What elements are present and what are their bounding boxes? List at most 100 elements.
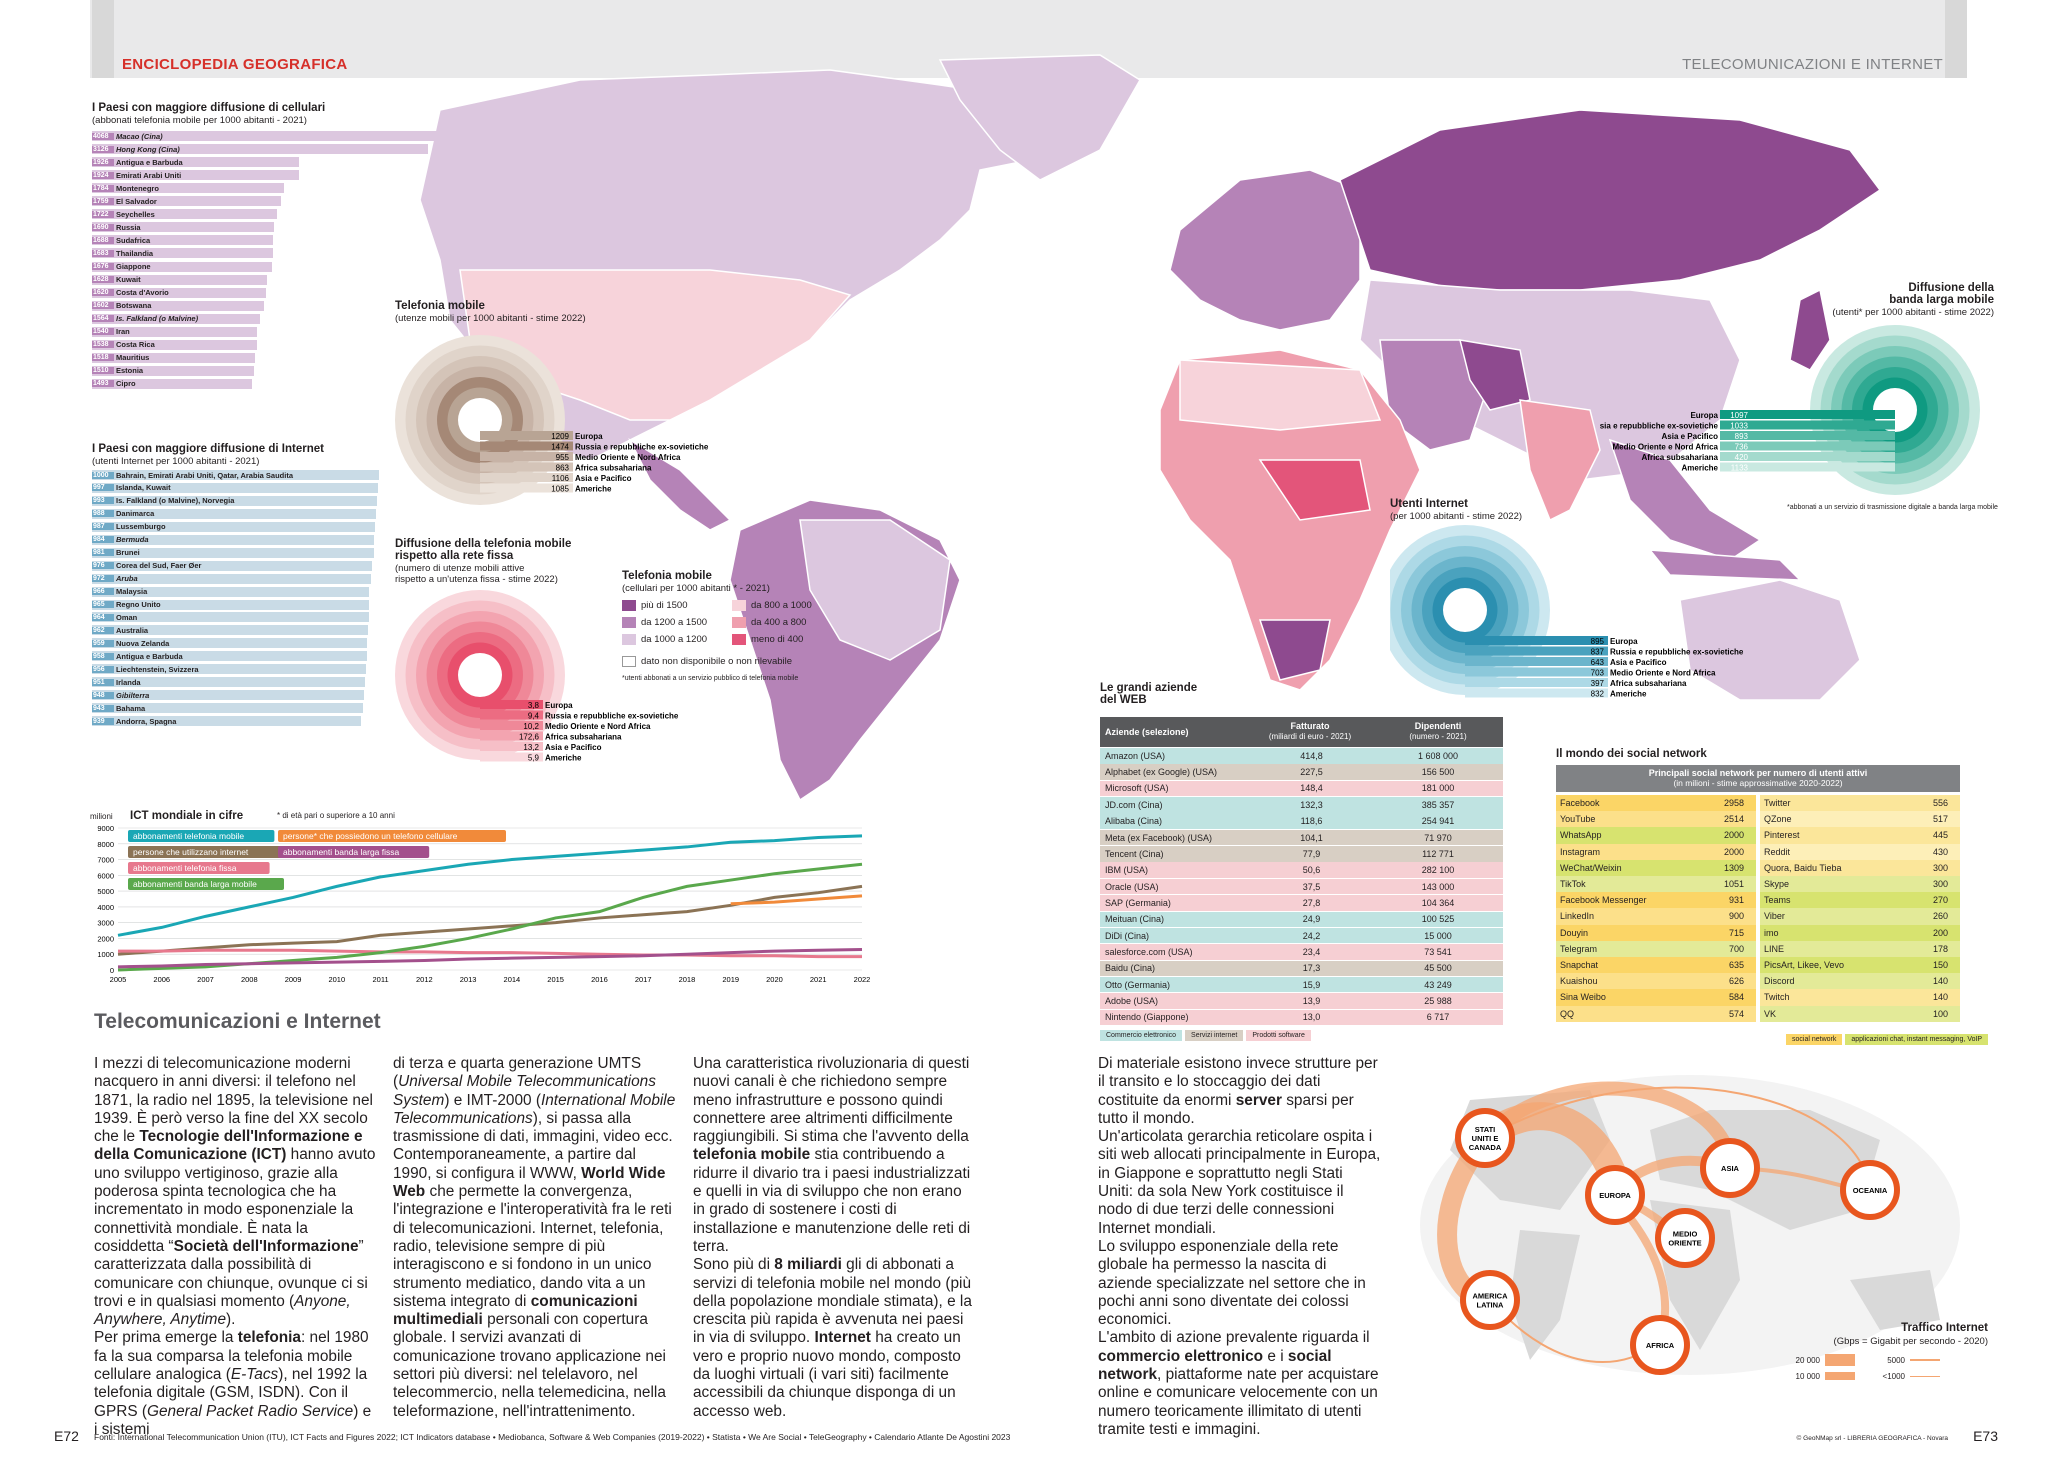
- social-row: LINE 178: [1760, 940, 1960, 957]
- company-row: Nintendo (Giappone) 13,0 6 717: [1100, 1009, 1503, 1026]
- text-run: L'ambito di azione prevalente riguarda i…: [1098, 1329, 1370, 1347]
- bar: 948: [92, 690, 365, 701]
- company-fatturato: 118,6: [1300, 816, 1323, 827]
- social-value: 140: [1932, 976, 1948, 987]
- map-europe: [1169, 169, 1361, 331]
- traffic-node-label: STATI: [1475, 1125, 1496, 1134]
- x-tick-label: 2012: [416, 975, 433, 984]
- bar-label: Costa d'Avorio: [116, 288, 169, 298]
- bar-label: Cipro: [116, 379, 136, 389]
- traffic-legend-20000: 20 000: [1795, 1356, 1820, 1365]
- companies-title-2: del WEB: [1100, 694, 1147, 706]
- text-run: gli di abbonati a servizi di telefonia m…: [693, 1256, 972, 1347]
- legend-label: più di 1500: [641, 600, 688, 612]
- bar-label: Andorra, Spagna: [116, 716, 177, 726]
- donut-band: [1465, 646, 1608, 656]
- banda-larga-note: *abbonati a un servizio di trasmissione …: [1787, 504, 1998, 511]
- text-run: hanno avuto uno sviluppo vertiginoso, gr…: [94, 1146, 376, 1255]
- bar: 1759: [92, 196, 281, 207]
- donut-band: [1720, 441, 1895, 451]
- bar: 981: [92, 547, 374, 558]
- donut-label: Europa: [1610, 637, 1638, 646]
- bar: 3126: [92, 144, 428, 155]
- map-brazil: [799, 519, 951, 661]
- text-run: Lo sviluppo esponenziale della rete glob…: [1098, 1237, 1366, 1329]
- donut-band: [480, 431, 573, 440]
- series-line: [118, 948, 862, 959]
- bar: 1510: [92, 365, 255, 376]
- bar: 976: [92, 560, 373, 571]
- traffic-node-label: AFRICA: [1646, 1341, 1675, 1350]
- x-tick-label: 2009: [285, 975, 302, 984]
- bar-row: 1690 Russia: [92, 222, 274, 233]
- bar-row: 965 Regno Unito: [92, 599, 369, 610]
- bar-value: 1602: [92, 302, 114, 310]
- map-russia: [1339, 109, 1882, 291]
- social-value: 556: [1932, 798, 1948, 809]
- bar-value: 1538: [92, 341, 114, 349]
- bar-value: 988: [92, 510, 114, 518]
- donut-label: Europa: [545, 701, 573, 710]
- bar: 956: [92, 664, 367, 675]
- social-row: Telegram 700: [1556, 940, 1756, 957]
- donut-band: [1720, 420, 1895, 430]
- bar: 972: [92, 573, 371, 584]
- bar: 962: [92, 625, 369, 636]
- text-run: commercio elettronico: [1098, 1347, 1264, 1365]
- company-dipendenti: 181 000: [1421, 783, 1455, 794]
- bar-row: 987 Lussemburgo: [92, 521, 376, 532]
- donut-label: Medio Oriente e Nord Africa: [1613, 443, 1719, 452]
- text-run: server: [1235, 1091, 1282, 1109]
- company-dipendenti: 143 000: [1421, 881, 1455, 892]
- bar: 959: [92, 638, 368, 649]
- company-fatturato: 23,4: [1302, 946, 1321, 957]
- bar-label: Antigua e Barbuda: [116, 651, 183, 661]
- company-row: Microsoft (USA) 148,4 181 000: [1100, 780, 1503, 797]
- bar-label: Estonia: [116, 366, 144, 376]
- bar-value: 1000: [92, 471, 114, 479]
- legend-label: da 1200 a 1500: [641, 617, 708, 629]
- social-legend-item: applicazioni chat, instant messaging, Vo…: [1845, 1034, 1989, 1045]
- company-name: Amazon (USA): [1105, 750, 1166, 761]
- traffic-node-label: ASIA: [1721, 1164, 1740, 1173]
- bar-row: 1602 Botswana: [92, 300, 265, 311]
- bar: 1540: [92, 326, 258, 337]
- map-legend-item: da 400 a 800: [732, 617, 806, 628]
- x-tick-label: 2018: [679, 975, 696, 984]
- bar-value: 3126: [92, 145, 114, 153]
- bar: 1683: [92, 248, 273, 259]
- social-row: Quora, Baidu Tieba 300: [1760, 859, 1960, 876]
- social-value: 140: [1932, 992, 1948, 1003]
- y-tick-label: 7000: [97, 856, 114, 865]
- social-value: 517: [1932, 814, 1948, 825]
- donut-label: Russia e repubbliche ex-sovietiche: [545, 712, 679, 721]
- x-tick-label: 2011: [373, 975, 389, 984]
- donut-label: Asia e Pacifico: [545, 743, 602, 752]
- map-legend-subtitle: (cellulari per 1000 abitanti * - 2021): [622, 583, 770, 594]
- x-tick-label: 2005: [110, 975, 127, 984]
- bar-value: 964: [92, 613, 114, 621]
- company-row: Otto (Germania) 15,9 43 249: [1100, 976, 1503, 993]
- donut-band: [1720, 410, 1895, 419]
- banda-larga-subtitle: (utenti* per 1000 abitanti - stime 2022): [1832, 307, 1994, 318]
- map-southern-africa: [1258, 619, 1331, 681]
- social-row: Skype 300: [1760, 876, 1960, 893]
- bar-value: 972: [92, 575, 114, 583]
- traffic-node-label: EUROPA: [1599, 1191, 1631, 1200]
- social-name: Skype: [1764, 879, 1790, 890]
- company-name: Alphabet (ex Google) (USA): [1105, 767, 1218, 778]
- social-row: Teams 270: [1760, 892, 1960, 909]
- text-run: comunicazioni multimediali: [393, 1292, 638, 1329]
- bar-label: Hong Kong (Cina): [116, 144, 180, 154]
- companies-legend-item: Commercio elettronico: [1100, 1030, 1183, 1041]
- ict-line-chart: 0 1000 2000 3000 4000 5000 6000 7000 8000 9000 200…: [97, 824, 870, 984]
- donut-value: 1033: [1730, 422, 1748, 431]
- bar-value: 976: [92, 562, 114, 570]
- traffic-node: [1585, 1165, 1645, 1225]
- donut-value: 10,2: [523, 722, 539, 731]
- donut-value: 1133: [1731, 464, 1749, 473]
- bar-row: 1924 Emirati Arabi Uniti: [92, 170, 299, 181]
- bar-row: 1564 Is. Falkland (o Malvine): [92, 313, 260, 324]
- companies-col-fatturato-unit: (miliardi di euro - 2021): [1268, 732, 1352, 741]
- social-value: 715: [1728, 927, 1744, 938]
